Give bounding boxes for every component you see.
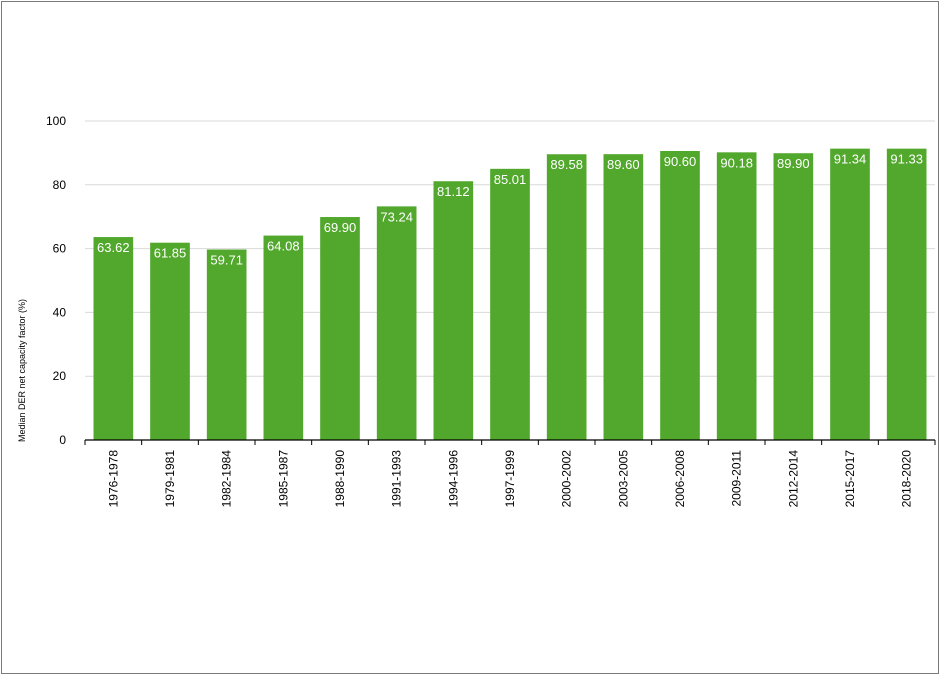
bar-value-label: 90.18 [720, 155, 753, 170]
bar [603, 154, 644, 440]
value-labels: 63.62 61.85 59.71 64.08 69.90 73.24 81.12 85.01… [97, 152, 923, 268]
y-tick-label: 60 [53, 242, 67, 256]
bar-value-label: 63.62 [97, 240, 130, 255]
bar [206, 249, 247, 440]
y-tick-label: 0 [59, 433, 66, 447]
bar-value-label: 85.01 [494, 172, 527, 187]
bar [546, 154, 587, 440]
y-tick-label: 20 [53, 369, 67, 383]
bar [830, 148, 870, 440]
bar [263, 235, 304, 440]
bar [93, 237, 134, 440]
bar-value-label: 64.08 [267, 239, 300, 254]
y-tick-label: 80 [53, 178, 67, 192]
x-tick-label: 1982-1984 [220, 450, 234, 508]
x-tick-label: 2015-2017 [843, 450, 857, 508]
x-axis-ticks: 1976-1978 1979-1981 1982-1984 1985-1987 1988… [84, 440, 936, 508]
x-tick-label: 2006-2008 [673, 450, 687, 508]
x-tick-label: 1979-1981 [163, 450, 177, 508]
bar-value-label: 61.85 [154, 246, 187, 261]
bar-value-label: 89.60 [607, 157, 640, 172]
bar-value-label: 89.90 [777, 156, 810, 171]
y-axis-ticks: 0 20 40 60 80 100 [46, 114, 66, 447]
bar [150, 242, 190, 440]
bar-value-label: 91.34 [834, 152, 867, 167]
bar [433, 181, 474, 440]
bar-value-label: 91.33 [890, 152, 923, 167]
x-tick-label: 2000-2002 [560, 450, 574, 508]
x-tick-label: 1976-1978 [106, 450, 120, 508]
bar [716, 152, 757, 440]
x-tick-label: 1991-1993 [390, 450, 404, 508]
x-tick-label: 1994-1996 [446, 450, 460, 508]
bars [93, 148, 927, 441]
y-tick-label: 100 [46, 114, 66, 128]
x-tick-label: 1997-1999 [503, 450, 517, 508]
bar [376, 206, 417, 440]
bar [773, 153, 814, 440]
x-tick-label: 2009-2011 [730, 450, 744, 507]
bar-value-label: 89.58 [550, 157, 583, 172]
x-tick-label: 2003-2005 [616, 450, 630, 508]
bar [660, 150, 700, 440]
bar-value-label: 59.71 [210, 253, 243, 268]
bar [320, 217, 360, 440]
bar-value-label: 81.12 [437, 184, 470, 199]
x-tick-label: 2018-2020 [900, 450, 914, 508]
x-tick-label: 2012-2014 [786, 450, 800, 508]
x-tick-label: 1988-1990 [333, 450, 347, 508]
y-axis-title: Median DER net capacity factor (%) [17, 299, 27, 442]
x-tick-label: 1985-1987 [276, 450, 290, 508]
bar-value-label: 90.60 [664, 154, 697, 169]
bar-value-label: 73.24 [380, 209, 413, 224]
bar-value-label: 69.90 [324, 220, 357, 235]
y-tick-label: 40 [53, 305, 67, 319]
bar [886, 148, 927, 441]
bar [490, 168, 530, 440]
